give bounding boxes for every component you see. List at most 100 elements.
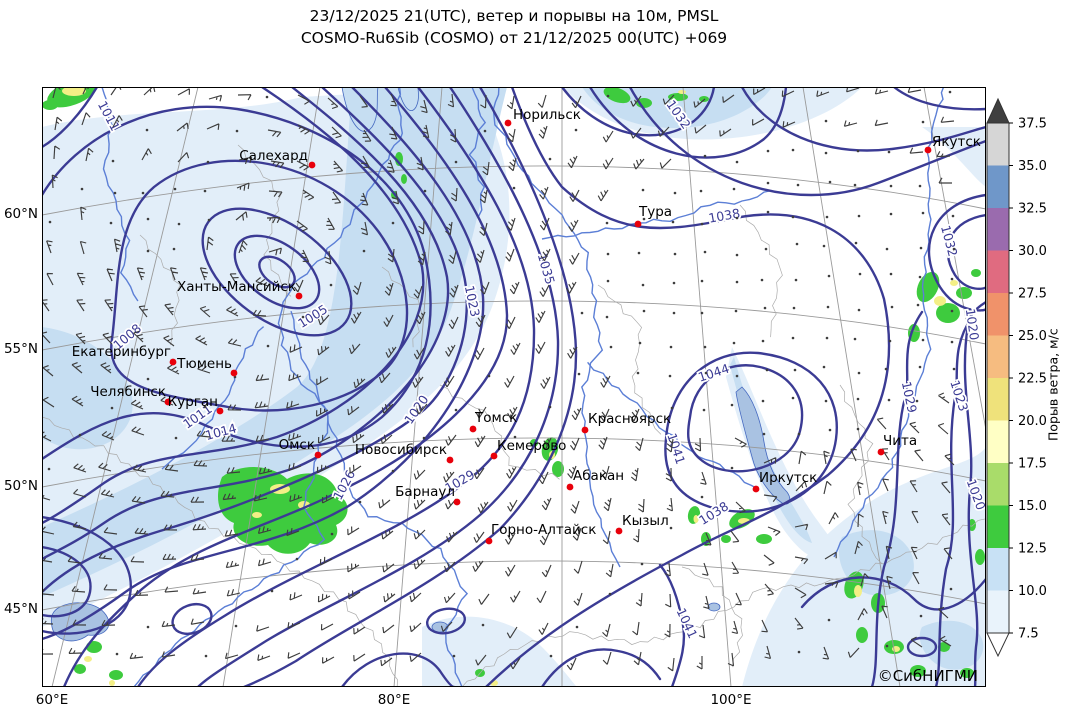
colorbar-tick-label: 7.5 xyxy=(1018,627,1039,642)
city-marker xyxy=(566,483,574,491)
colorbar-tick-label: 32.5 xyxy=(1018,202,1047,217)
copyright-text: ©СибНИГМИ xyxy=(878,667,978,685)
city-marker xyxy=(581,426,589,434)
colorbar-under-arrow xyxy=(986,632,1010,658)
city: Горно-Алтайск xyxy=(485,522,596,545)
river xyxy=(468,87,487,218)
river xyxy=(101,87,139,302)
city-marker xyxy=(230,369,238,377)
city-marker xyxy=(924,146,932,154)
city: Красноярск xyxy=(581,411,671,434)
latitude-line xyxy=(42,165,986,216)
map-title-line2: COSMO-Ru6Sib (COSMO) от 21/12/2025 00(UT… xyxy=(300,29,728,47)
city: Чита xyxy=(877,433,917,456)
city-label: Красноярск xyxy=(588,411,671,427)
city-marker xyxy=(446,456,454,464)
city-marker xyxy=(314,451,322,459)
colorbar-segment xyxy=(987,293,1009,336)
city-label: Тюмень xyxy=(176,356,232,372)
city-label: Курган xyxy=(168,394,218,410)
city-label: Тура xyxy=(638,204,672,220)
city-marker xyxy=(615,527,623,535)
colorbar-title: Порыв ветра, м/с xyxy=(1045,328,1061,442)
city-label: Чита xyxy=(883,433,917,449)
city-marker xyxy=(164,398,172,406)
city-marker xyxy=(469,425,477,433)
city-label: Абакан xyxy=(573,468,624,484)
city: Тура xyxy=(634,204,672,228)
isobar-label: 1023 xyxy=(947,378,971,413)
river xyxy=(277,87,469,687)
isobar-label: 1041 xyxy=(674,606,701,641)
admin-border xyxy=(597,284,662,435)
colorbar-segment xyxy=(987,250,1009,293)
admin-border xyxy=(839,384,883,565)
city: Омск xyxy=(279,437,322,459)
strong-gust-patches-layer xyxy=(42,87,985,686)
city: Ханты-Мансийск xyxy=(177,279,303,300)
wind-gust-colorbar: 7.5 10.0 12.5 15.0 17.5 20.0 22.5 25.0 27.5 30.0 3… xyxy=(986,97,1047,658)
city-marker xyxy=(877,448,885,456)
colorbar-tick-label: 17.5 xyxy=(1018,457,1047,472)
city: Курган xyxy=(168,394,224,415)
isobars-layer xyxy=(42,87,986,687)
city-marker xyxy=(485,537,493,545)
wind-barbs-layer xyxy=(42,87,956,672)
city: Екатеринбург xyxy=(72,344,177,366)
admin-border xyxy=(439,384,560,480)
colorbar-tick-label: 30.0 xyxy=(1018,244,1047,259)
city-label: Иркутск xyxy=(759,470,817,486)
y-axis-tick-label: 55°N xyxy=(3,341,38,357)
admin-border xyxy=(139,234,181,346)
city-marker xyxy=(634,220,642,228)
x-axis-tick-label: 60°E xyxy=(35,692,69,708)
y-axis-tick-label: 60°N xyxy=(3,206,38,222)
map-title-line1: 23/12/2025 21(UTC), ветер и порывы на 10… xyxy=(309,7,719,25)
city: Салехард xyxy=(239,148,316,169)
colorbar-segment xyxy=(987,505,1009,548)
admin-border xyxy=(381,266,423,348)
city-label: Салехард xyxy=(239,148,308,164)
city: Якутск xyxy=(924,134,981,154)
city-label: Якутск xyxy=(932,134,981,150)
colorbar-tick-label: 12.5 xyxy=(1018,542,1047,557)
latitude-line xyxy=(42,560,986,611)
river xyxy=(492,87,621,568)
city-label: Барнаул xyxy=(395,484,455,500)
city-marker xyxy=(752,485,760,493)
colorbar-segment xyxy=(987,335,1009,378)
colorbar-tick-label: 15.0 xyxy=(1018,499,1047,514)
city-marker xyxy=(295,292,303,300)
city-marker xyxy=(453,498,461,506)
colorbar-segment xyxy=(987,208,1009,251)
colorbar-tick-label: 27.5 xyxy=(1018,287,1047,302)
city-label: Омск xyxy=(279,437,315,453)
x-axis-tick-label: 80°E xyxy=(377,692,411,708)
city-label: Томск xyxy=(474,410,517,426)
river xyxy=(833,87,945,558)
colorbar-tick-label: 22.5 xyxy=(1018,372,1047,387)
city-marker xyxy=(216,407,224,415)
city-marker xyxy=(490,452,498,460)
colorbar-segment xyxy=(987,123,1009,166)
latitude-line xyxy=(42,300,986,351)
x-axis-tick-label: 100°E xyxy=(710,692,752,708)
river xyxy=(541,189,772,240)
longitude-line xyxy=(802,87,901,687)
city: Кызыл xyxy=(615,513,669,535)
city: Тюмень xyxy=(176,356,238,377)
isobar-label: 1044 xyxy=(696,361,731,385)
admin-border xyxy=(739,204,783,338)
colorbar-segment xyxy=(987,378,1009,421)
colorbar-segment xyxy=(987,420,1009,463)
isobar-label: 1038 xyxy=(707,205,741,225)
admin-border xyxy=(681,566,743,668)
graticule-layer xyxy=(42,87,986,687)
colorbar-tick-label: 20.0 xyxy=(1018,414,1047,429)
map-title: 23/12/2025 21(UTC), ветер и порывы на 10… xyxy=(42,5,986,49)
city-marker xyxy=(169,358,177,366)
colorbar-segment xyxy=(987,590,1009,633)
colorbar-segment xyxy=(987,165,1009,208)
city-marker xyxy=(504,119,512,127)
